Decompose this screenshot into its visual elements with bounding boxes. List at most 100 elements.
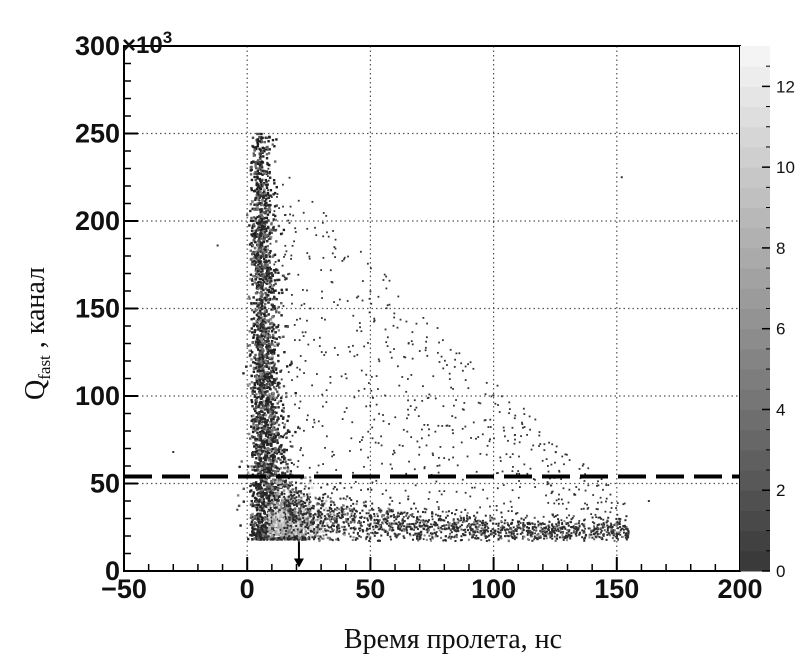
data-point: [272, 328, 275, 331]
data-point: [417, 518, 420, 521]
data-point: [258, 186, 262, 190]
data-point: [258, 208, 262, 211]
data-point: [275, 396, 278, 399]
data-point: [561, 521, 564, 524]
data-point: [300, 538, 304, 541]
data-point: [523, 426, 526, 428]
data-point: [377, 295, 380, 298]
data-point: [279, 399, 283, 403]
data-point: [273, 307, 277, 310]
data-point: [396, 326, 399, 329]
data-point: [271, 336, 275, 339]
data-point: [266, 423, 270, 427]
data-point: [257, 196, 260, 199]
data-point: [278, 386, 281, 389]
data-point: [307, 520, 310, 523]
data-point: [271, 356, 274, 359]
data-point: [264, 428, 267, 431]
data-point: [272, 218, 275, 221]
data-point: [305, 499, 309, 503]
data-point: [266, 266, 269, 270]
data-point: [320, 269, 323, 271]
data-point: [288, 430, 291, 434]
data-point: [261, 491, 265, 495]
data-point: [299, 514, 302, 517]
data-point: [304, 517, 307, 520]
data-point: [261, 222, 264, 226]
data-point: [281, 460, 285, 464]
data-point: [255, 268, 259, 271]
data-point: [259, 386, 263, 389]
data-point: [308, 514, 311, 517]
data-point: [514, 536, 517, 539]
data-point: [369, 514, 372, 517]
data-point: [539, 535, 542, 538]
data-point: [455, 527, 458, 530]
data-point: [522, 527, 525, 530]
data-point: [566, 522, 569, 525]
data-point: [250, 229, 254, 232]
data-point: [288, 535, 291, 538]
data-point: [312, 507, 315, 510]
data-point: [279, 458, 282, 462]
data-point: [565, 507, 568, 510]
data-point: [263, 482, 266, 485]
data-point: [472, 367, 475, 370]
data-point: [410, 507, 413, 510]
data-point: [484, 529, 487, 532]
data-point: [279, 461, 283, 465]
data-point: [535, 529, 538, 532]
data-point: [263, 478, 266, 482]
data-point: [289, 515, 292, 518]
data-point: [511, 489, 514, 492]
data-point: [262, 255, 265, 258]
data-point: [274, 388, 277, 391]
data-point: [277, 479, 281, 482]
data-point: [316, 514, 319, 518]
data-point: [253, 236, 256, 240]
data-point: [324, 493, 326, 496]
data-point: [237, 504, 241, 508]
data-point: [271, 143, 274, 146]
data-point: [254, 409, 257, 413]
data-point: [269, 267, 272, 271]
data-point: [268, 170, 271, 174]
data-point: [258, 351, 262, 354]
data-point: [622, 503, 625, 506]
data-point: [307, 536, 311, 539]
data-point: [255, 514, 259, 517]
data-point: [351, 508, 354, 511]
data-point: [283, 528, 287, 531]
data-point: [453, 536, 456, 539]
data-point: [550, 535, 553, 538]
data-point: [266, 443, 269, 446]
data-point: [264, 194, 268, 197]
data-point: [538, 522, 541, 525]
data-point: [324, 506, 328, 510]
data-point: [622, 525, 625, 528]
data-point: [440, 531, 443, 534]
data-point: [261, 239, 265, 242]
data-point: [272, 323, 276, 326]
data-point: [280, 452, 283, 455]
data-point: [363, 465, 365, 468]
data-point: [261, 275, 264, 278]
data-point: [289, 537, 292, 541]
data-point: [550, 492, 553, 495]
data-point: [271, 408, 273, 411]
data-point: [261, 349, 265, 353]
data-point: [260, 477, 264, 480]
data-point: [321, 405, 324, 408]
data-point: [257, 260, 261, 263]
data-point: [261, 227, 264, 230]
data-point: [264, 245, 267, 249]
data-point: [298, 503, 301, 506]
data-point: [507, 535, 510, 538]
data-point: [333, 514, 336, 517]
data-point: [253, 240, 257, 244]
data-point: [528, 521, 531, 524]
data-point: [299, 355, 302, 357]
data-point: [330, 508, 333, 511]
data-point: [265, 295, 268, 299]
data-point: [267, 319, 270, 322]
